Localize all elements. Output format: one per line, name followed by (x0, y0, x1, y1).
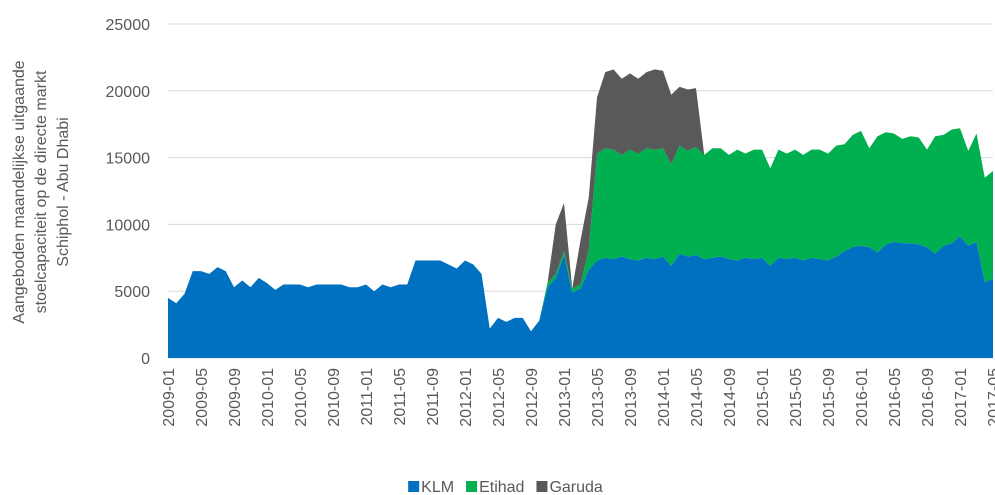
y-tick-label: 10000 (106, 217, 151, 234)
legend-label: Garuda (549, 479, 602, 495)
x-tick-label: 2014-09 (722, 368, 739, 427)
y-tick-label: 25000 (106, 17, 151, 34)
x-tick-label: 2014-01 (656, 368, 673, 427)
y-tick-label: 5000 (114, 284, 150, 301)
x-tick-label: 2014-05 (689, 368, 706, 427)
x-tick-label: 2017-05 (986, 368, 995, 427)
area (168, 128, 993, 332)
y-axis-label: Aangeboden maandelijkse uitgaande (11, 60, 28, 323)
legend-label: Etihad (479, 479, 524, 495)
legend: KLM Etihad Garuda (408, 479, 603, 495)
x-tick-label: 2012-01 (458, 368, 475, 427)
x-tick-label: 2016-09 (920, 368, 937, 427)
x-tick-label: 2016-01 (854, 368, 871, 427)
y-axis-label: stoelcapaciteit op de directe markt (33, 70, 50, 313)
x-tick-label: 2015-05 (788, 368, 805, 427)
x-tick-label: 2015-01 (755, 368, 772, 427)
x-tick-label: 2010-05 (293, 368, 310, 427)
x-tick-label: 2013-01 (557, 368, 574, 427)
x-tick-label: 2012-09 (524, 368, 541, 427)
legend-swatch (466, 481, 478, 492)
x-tick-label: 2013-05 (590, 368, 607, 427)
x-tick-label: 2011-05 (392, 368, 409, 426)
legend-swatch (536, 481, 548, 492)
x-tick-label: 2011-09 (425, 368, 442, 426)
y-tick-label: 20000 (106, 84, 151, 101)
x-tick-label: 2009-01 (161, 368, 178, 427)
x-tick-label: 2015-09 (821, 368, 838, 427)
x-tick-label: 2010-09 (326, 368, 343, 427)
legend-swatch (408, 481, 420, 492)
x-tick-label: 2009-05 (194, 368, 211, 427)
x-tick-label: 2013-09 (623, 368, 640, 427)
x-tick-label: 2016-05 (887, 368, 904, 427)
y-tick-label: 15000 (106, 151, 151, 168)
x-tick-label: 2009-09 (227, 368, 244, 427)
area (168, 236, 993, 358)
area (168, 69, 993, 332)
y-axis-label: Schiphol - Abu Dhabi (55, 117, 72, 266)
x-tick-label: 2017-01 (953, 368, 970, 427)
x-tick-label: 2012-05 (491, 368, 508, 427)
legend-label: KLM (421, 479, 454, 495)
y-tick-label: 0 (141, 351, 150, 368)
x-tick-label: 2011-01 (359, 368, 376, 426)
x-tick-label: 2010-01 (260, 368, 277, 427)
